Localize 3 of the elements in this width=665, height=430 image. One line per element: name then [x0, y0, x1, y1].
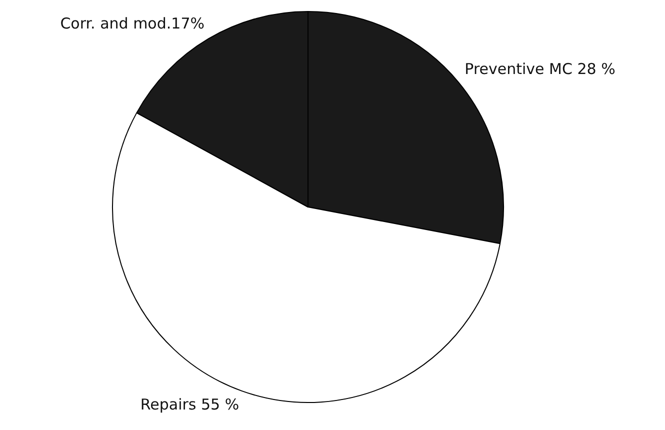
slice-label: Preventive MC 28 %	[464, 60, 616, 78]
slice-label: Repairs 55 %	[140, 396, 240, 414]
slice-label: Corr. and mod.17%	[60, 14, 204, 32]
